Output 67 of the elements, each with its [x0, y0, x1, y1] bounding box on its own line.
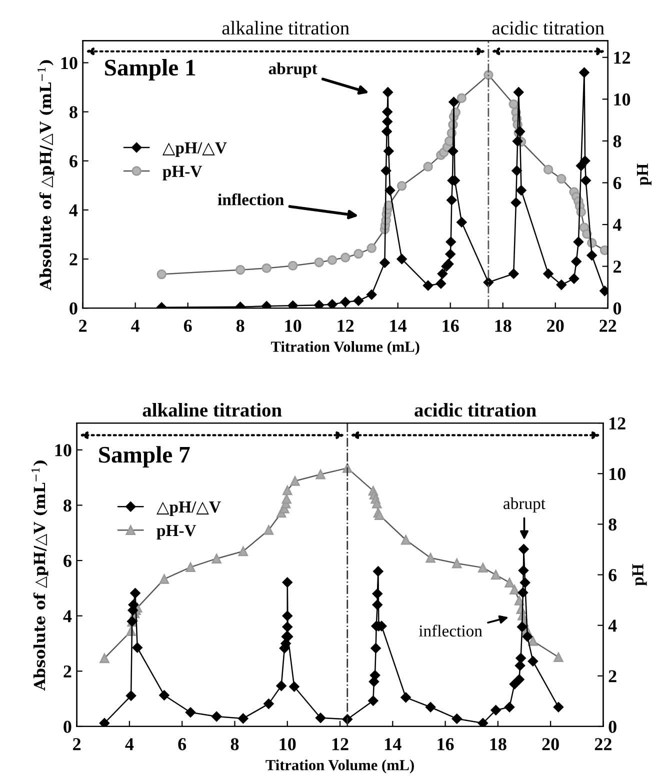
y-tick-label: 6 — [64, 554, 72, 567]
x-tick-label: 16 — [438, 738, 454, 750]
y2-tick-label: 6 — [613, 177, 622, 190]
x-tick-label: 16 — [442, 320, 459, 332]
y-tick-label: 8 — [70, 106, 78, 118]
y2-tick-label: 6 — [608, 569, 617, 582]
text: acidic titration — [414, 403, 536, 417]
x-tick-label: 4 — [125, 738, 134, 750]
y2-tick-label: 0 — [613, 302, 622, 315]
y-tick-label: 10 — [61, 57, 78, 70]
text: alkaline titration — [142, 403, 282, 417]
x-tick-label: 12 — [332, 738, 348, 750]
y2-tick-label: 4 — [608, 620, 617, 632]
x-tick-label: 8 — [230, 738, 239, 750]
x-tick-label: 14 — [385, 738, 402, 750]
x-tick-label: 10 — [285, 320, 302, 332]
x-tick-label: 6 — [178, 738, 186, 750]
text: Sample 7 — [99, 446, 190, 468]
y2-axis-title: pH — [637, 164, 652, 186]
y2-tick-label: 8 — [613, 135, 622, 148]
x-tick-label: 8 — [236, 320, 244, 332]
annotation: inflection — [418, 624, 482, 637]
y-tick-label: 6 — [70, 155, 78, 168]
annotation: inflection — [218, 193, 284, 206]
x-tick-label: 18 — [490, 738, 506, 750]
y2-tick-label: 0 — [608, 720, 616, 733]
y2-tick-label: 4 — [612, 218, 622, 231]
x-tick-label: 18 — [495, 320, 512, 332]
x-tick-label: 20 — [547, 320, 564, 332]
text: Sample 1 — [105, 59, 196, 80]
x-tick-label: 20 — [542, 738, 559, 750]
y2-tick-label: 2 — [614, 260, 621, 273]
y-axis-title: Absolute of △pH/△V (mL$^{−1}$) — [38, 60, 54, 290]
x-tick-label: 22 — [600, 320, 616, 332]
y-tick-label: 0 — [64, 720, 72, 733]
y-axis-title: Absolute of △pH/△V (mL$^{−1}$) — [32, 460, 48, 691]
x-tick-label: 10 — [280, 738, 296, 750]
y2-axis-title: pH — [632, 564, 647, 586]
legend-label: pH-V — [156, 525, 196, 540]
y-tick-label: 2 — [64, 665, 72, 678]
annotation: abrupt — [268, 62, 318, 78]
x-tick-label: 14 — [390, 320, 407, 332]
x-tick-label: 6 — [184, 320, 192, 332]
y-tick-label: 8 — [64, 499, 72, 512]
x-tick-label: 2 — [79, 320, 87, 332]
y-tick-label: 10 — [55, 444, 72, 456]
y2-tick-label: 12 — [614, 52, 630, 64]
x-tick-label: 12 — [338, 320, 354, 332]
text: alkaline titration — [222, 20, 350, 35]
text: acidic titration — [492, 20, 604, 35]
x-tick-label: 4 — [131, 320, 140, 332]
x-axis-title: Titration Volume (mL) — [271, 341, 420, 356]
y-tick-label: 4 — [63, 610, 72, 622]
y2-tick-label: 10 — [614, 93, 630, 106]
y2-tick-label: 8 — [608, 518, 616, 531]
y2-tick-label: 10 — [610, 468, 626, 480]
x-tick-label: 22 — [594, 738, 612, 750]
y-tick-label: 2 — [70, 253, 78, 266]
y-tick-label: 0 — [70, 302, 78, 315]
x-axis-title: Titration Volume (mL) — [266, 760, 414, 774]
legend-label: △pH/△V — [162, 142, 227, 157]
y2-tick-label: 2 — [608, 670, 616, 682]
y-tick-label: 4 — [69, 204, 78, 216]
annotation: abrupt — [504, 497, 546, 513]
legend-label: △pH/△V — [156, 501, 221, 516]
y2-tick-label: 12 — [610, 417, 626, 430]
legend-label: pH-V — [162, 166, 202, 180]
